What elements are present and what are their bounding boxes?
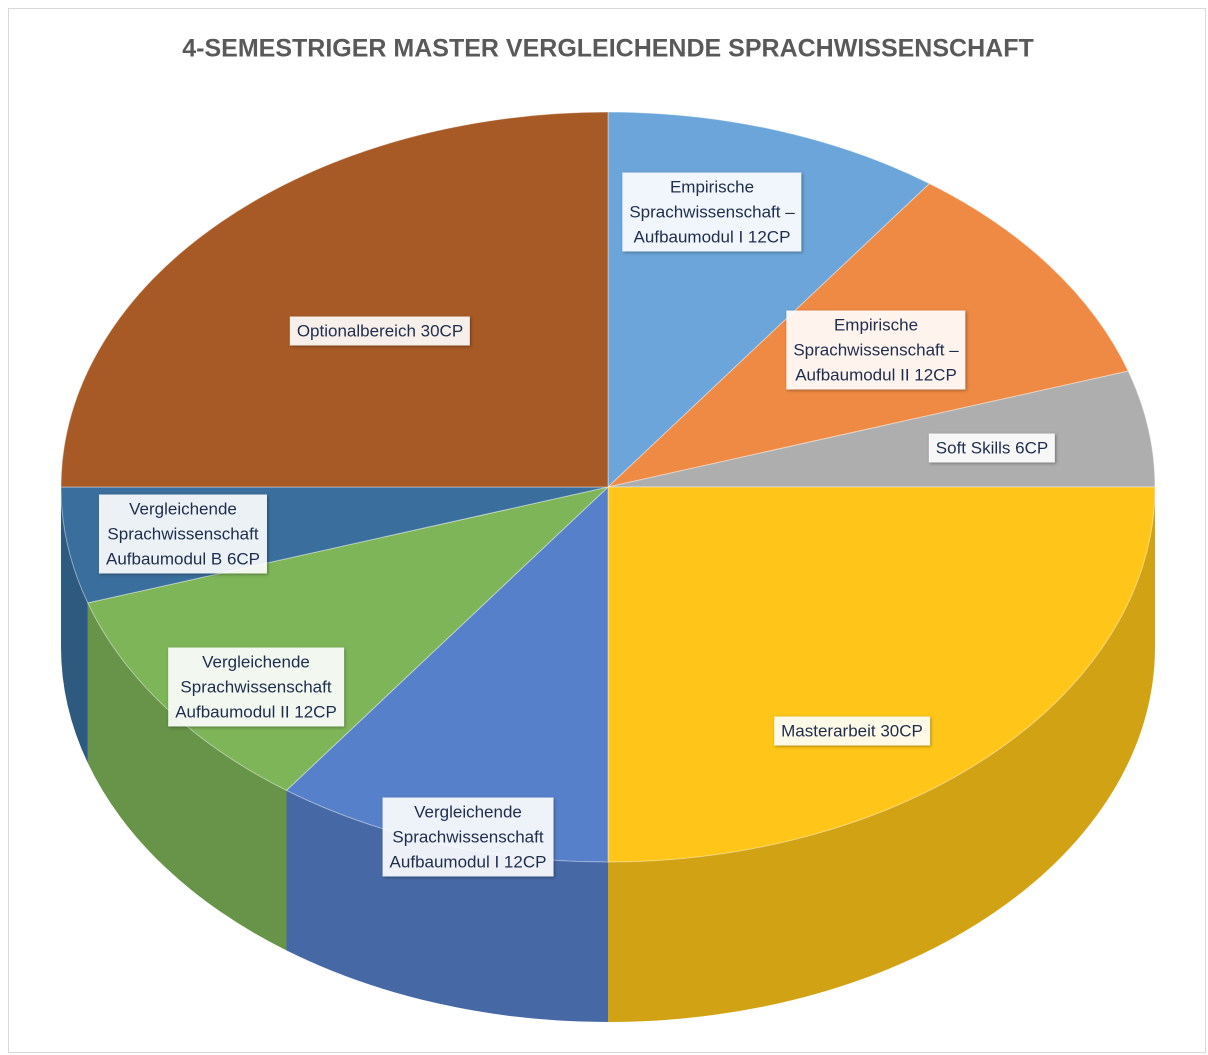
slice-side: [87, 602, 287, 951]
slice-side-shade: [61, 487, 88, 763]
data-label: Soft Skills 6CP: [928, 433, 1056, 463]
data-label: Empirische Sprachwissenschaft – Aufbaumo…: [622, 172, 802, 252]
slice-side: [286, 790, 608, 1022]
slice: [607, 486, 1156, 863]
chart-title: 4-SEMESTRIGER MASTER VERGLEICHENDE SPRAC…: [182, 35, 1033, 63]
data-label: Empirische Sprachwissenschaft – Aufbaumo…: [786, 310, 966, 390]
slice-side-shade: [608, 487, 1155, 1022]
data-label: Vergleichende Sprachwissenschaft Aufbaum…: [382, 797, 554, 877]
slice: [60, 111, 609, 488]
slice-side-shade: [87, 602, 287, 951]
data-label: Masterarbeit 30CP: [774, 716, 930, 746]
data-label: Vergleichende Sprachwissenschaft Aufbaum…: [168, 647, 344, 727]
data-label: Vergleichende Sprachwissenschaft Aufbaum…: [98, 494, 268, 574]
data-label: Optionalbereich 30CP: [289, 316, 471, 346]
slice-side-shade: [286, 790, 608, 1022]
slice-side: [61, 487, 88, 763]
slice-side: [608, 487, 1155, 1022]
chart-frame: [8, 8, 1206, 1053]
